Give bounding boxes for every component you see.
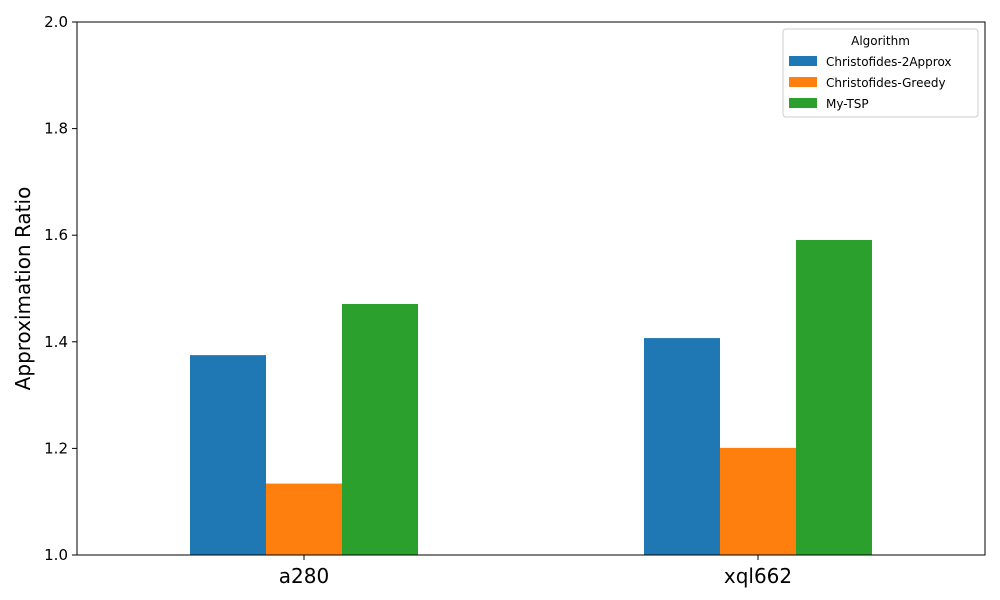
legend-swatch: [789, 77, 817, 87]
bars-group: [190, 239, 872, 555]
legend-label: My-TSP: [826, 97, 869, 111]
y-tick-label: 2.0: [44, 13, 68, 31]
bar-christofides-greedy-xql662: [720, 447, 796, 555]
x-tick-label: xql662: [724, 564, 792, 588]
legend-box: [782, 28, 979, 118]
bar-christofides-2approx-a280: [190, 355, 266, 555]
legend-title: Algorithm: [851, 34, 910, 48]
bar-my-tsp-a280: [342, 303, 418, 555]
legend-swatch: [789, 98, 817, 108]
y-tick-label: 1.4: [44, 333, 68, 351]
bar-christofides-2approx-xql662: [644, 338, 720, 555]
y-tick-label: 1.0: [44, 546, 68, 564]
x-axis-ticks: a280 xql662: [279, 555, 792, 588]
legend-label: Christofides-2Approx: [826, 55, 952, 69]
y-tick-label: 1.8: [44, 120, 68, 138]
legend: Algorithm Christofides-2Approx Christofide…: [782, 28, 979, 118]
bar-christofides-greedy-a280: [266, 483, 342, 555]
y-tick-label: 1.2: [44, 439, 68, 457]
y-axis-ticks: 1.0 1.2 1.4 1.6 1.8 2.0: [44, 13, 77, 564]
y-tick-label: 1.6: [44, 226, 68, 244]
legend-label: Christofides-Greedy: [826, 76, 946, 90]
x-tick-label: a280: [279, 564, 329, 588]
bar-my-tsp-xql662: [796, 239, 872, 555]
plot-area-frame: [76, 21, 986, 556]
y-axis-label: Approximation Ratio: [11, 187, 35, 391]
legend-swatch: [789, 56, 817, 66]
